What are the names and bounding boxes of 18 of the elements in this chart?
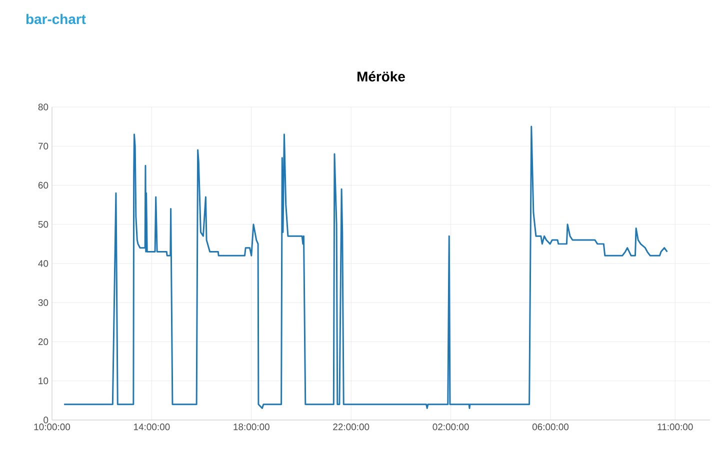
x-tick-label: 22:00:00 <box>333 424 370 430</box>
text: bar-chart <box>26 14 86 24</box>
x-tick-label: 14:00:00 <box>134 424 170 430</box>
x-tick-label: 18:00:00 <box>234 424 270 430</box>
y-tick-label: 30 <box>38 299 48 306</box>
x-tick-label: 06:00:00 <box>532 424 569 430</box>
chart-title: Méröke <box>358 71 405 82</box>
x-tick-label: 02:00:00 <box>432 424 469 430</box>
y-tick-label: 10 <box>38 378 48 384</box>
y-tick-label: 60 <box>38 182 48 189</box>
y-tick-label: 0 <box>44 416 48 424</box>
y-tick-label: 40 <box>38 260 48 267</box>
y-tick-label: 70 <box>38 142 48 150</box>
y-tick-label: 50 <box>38 221 48 228</box>
y-tick-label: 20 <box>38 338 48 346</box>
x-tick-label: 11:00:00 <box>658 424 693 430</box>
y-tick-label: 80 <box>38 104 48 110</box>
x-tick-label: 10:00:00 <box>34 424 70 430</box>
